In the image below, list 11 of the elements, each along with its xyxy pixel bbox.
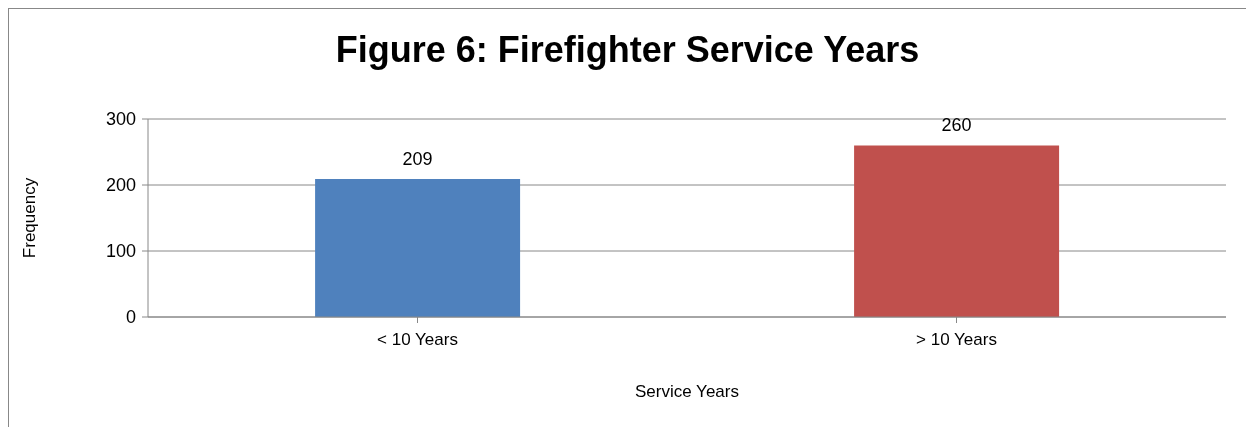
- x-tick-label: < 10 Years: [377, 330, 458, 350]
- y-tick-label: 100: [105, 241, 136, 262]
- y-tick-label: 300: [105, 109, 136, 130]
- y-axis-title: Frequency: [20, 177, 40, 259]
- x-tick-label: > 10 Years: [916, 330, 997, 350]
- chart-title: Figure 6: Firefighter Service Years: [334, 29, 921, 71]
- data-label: 209: [402, 149, 433, 170]
- data-label: 260: [941, 115, 972, 136]
- x-axis-title: Service Years: [635, 382, 739, 401]
- y-tick-label: 0: [125, 307, 136, 328]
- y-tick-label: 200: [105, 175, 136, 196]
